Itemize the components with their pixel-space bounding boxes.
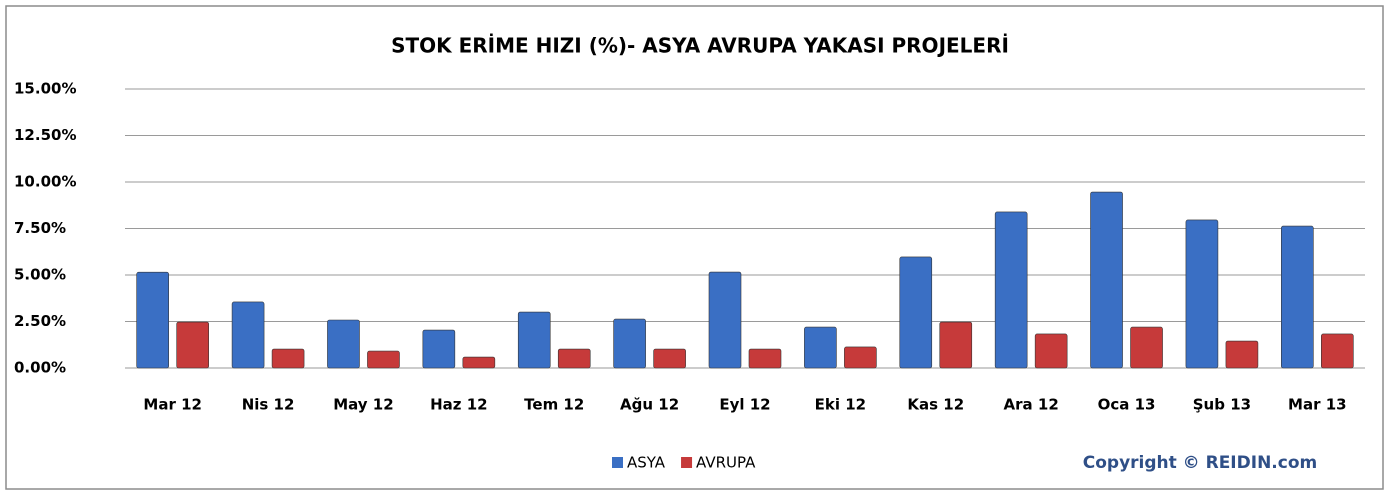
bar [899, 256, 933, 369]
y-tick-label: 2.50% [14, 312, 66, 330]
bar [1185, 219, 1219, 369]
copyright: Copyright © REIDIN.com [1083, 453, 1317, 473]
x-tick-label: Nis 12 [242, 396, 295, 414]
legend-label: ASYA [627, 454, 666, 472]
x-tick-label: Eki 12 [815, 396, 866, 414]
y-tick-label: 7.50% [14, 219, 66, 237]
y-tick-label: 15.00% [14, 80, 76, 98]
x-tick-label: May 12 [333, 396, 393, 414]
bar [1321, 333, 1354, 369]
x-tick-label: Kas 12 [907, 396, 964, 414]
bar [271, 348, 305, 369]
x-tick-label: Mar 12 [143, 396, 202, 414]
x-tick-label: Ağu 12 [620, 396, 679, 414]
bar [1034, 333, 1068, 369]
y-tick-label: 5.00% [14, 266, 66, 284]
x-tick-label: Oca 13 [1098, 396, 1156, 414]
x-tick-label: Ara 12 [1004, 396, 1059, 414]
y-tick-label: 10.00% [14, 173, 76, 191]
bar [844, 346, 877, 369]
x-tick-label: Eyl 12 [719, 396, 770, 414]
legend-swatch [612, 457, 623, 468]
bar [748, 348, 782, 369]
bar [136, 271, 169, 369]
bar [1281, 225, 1314, 369]
bar [939, 321, 973, 369]
x-tick-label: Mar 13 [1288, 396, 1347, 414]
bar [1130, 326, 1163, 369]
bar [994, 211, 1028, 369]
bar [517, 311, 551, 369]
bar [327, 319, 360, 369]
chart-title: STOK ERİME HIZI (%)- ASYA AVRUPA YAKASI … [391, 34, 1009, 58]
chart-frame [5, 5, 1384, 490]
bar [804, 326, 837, 369]
x-tick-label: Şub 13 [1193, 396, 1251, 414]
bar [1225, 340, 1259, 369]
bar [557, 348, 591, 369]
x-tick-label: Tem 12 [524, 396, 584, 414]
bar [462, 356, 496, 369]
bar [367, 350, 400, 369]
bar [613, 318, 646, 369]
bar [653, 348, 686, 369]
bar [708, 271, 742, 369]
bar [176, 321, 209, 369]
y-tick-label: 0.00% [14, 359, 66, 377]
bar [422, 329, 456, 369]
bar [231, 301, 265, 369]
x-tick-label: Haz 12 [430, 396, 488, 414]
y-tick-label: 12.50% [14, 126, 76, 144]
legend-label: AVRUPA [696, 454, 756, 472]
legend-swatch [681, 457, 693, 468]
bar [1090, 191, 1123, 369]
